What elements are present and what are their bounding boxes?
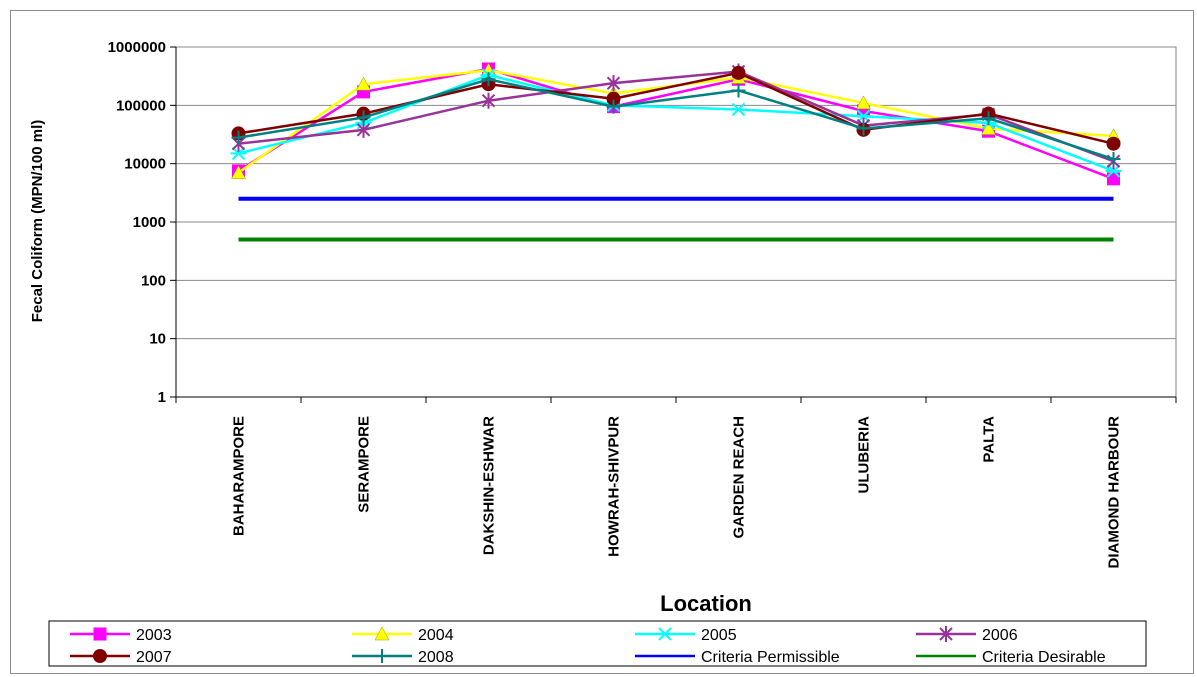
series-line — [238, 71, 1114, 145]
y-tick-label: 100000 — [116, 97, 166, 114]
y-axis-title: Fecal Coliform (MPN/100 ml) — [29, 120, 46, 323]
data-point — [856, 95, 871, 110]
data-point — [981, 111, 996, 126]
data-point — [356, 121, 371, 138]
x-category-label: ULUBERIA — [856, 416, 873, 494]
data-point — [731, 65, 746, 80]
x-axis-title: Location — [660, 591, 752, 616]
legend-label: 2008 — [418, 649, 454, 666]
legend-label: 2004 — [418, 627, 454, 644]
legend-label: Criteria Permissible — [701, 649, 840, 666]
legend-item: 2006 — [916, 626, 1018, 644]
data-point — [374, 626, 390, 641]
series-line — [238, 77, 1114, 161]
series-line — [238, 73, 1114, 173]
x-axis-categories: BAHARAMPORE SERAMPORE DAKSHIN-ESHWAR HOWRAH… — [175, 397, 1177, 569]
y-tick-label: 100 — [141, 272, 166, 289]
legend-box — [48, 620, 1147, 667]
data-point — [481, 72, 496, 87]
data-point — [1107, 172, 1120, 186]
x-category-label: GARDEN REACH — [731, 416, 748, 539]
data-point — [230, 146, 247, 161]
data-point — [856, 121, 871, 136]
y-tick-label: 1 — [158, 389, 166, 406]
legend-item: 2007 — [70, 649, 172, 666]
legend-item: 2008 — [352, 649, 454, 666]
data-point — [606, 99, 621, 114]
x-category-label: DAKSHIN-ESHWAR — [481, 416, 498, 555]
legend-label: Criteria Desirable — [982, 649, 1106, 666]
legend-item: Criteria Permissible — [635, 649, 840, 666]
data-point — [1105, 164, 1122, 178]
data-point — [356, 110, 371, 125]
series-layer — [230, 62, 1122, 242]
data-point — [730, 102, 747, 117]
data-point — [731, 83, 746, 98]
legend-item: 2005 — [635, 627, 737, 644]
data-point — [1106, 136, 1121, 151]
data-point — [93, 649, 107, 663]
legend-item: Criteria Desirable — [916, 649, 1106, 666]
legend-label: 2007 — [136, 649, 172, 666]
data-point — [93, 627, 107, 641]
data-point — [231, 165, 246, 179]
legend-item: 2003 — [70, 627, 172, 644]
series-line — [237, 67, 1114, 180]
x-category-label: SERAMPORE — [356, 416, 373, 513]
y-tick-label: 1000 — [133, 214, 166, 231]
data-point — [356, 76, 371, 91]
series-2008 — [231, 72, 1121, 167]
x-category-label: HOWRAH-SHIVPUR — [606, 416, 623, 557]
x-category-label: BAHARAMPORE — [231, 416, 248, 536]
data-point — [939, 626, 953, 642]
data-point — [606, 75, 621, 92]
legend-label: 2005 — [701, 627, 737, 644]
legend-label: 2003 — [136, 627, 172, 644]
x-category-label: DIAMOND HARBOUR — [1106, 416, 1123, 569]
y-tick-label: 10000 — [124, 156, 166, 173]
data-point — [657, 627, 673, 641]
legend: 2003 2004 2005 2006 2007 2008 Criteria Permiss… — [48, 620, 1147, 667]
data-point — [231, 130, 246, 145]
y-tick-label: 1000000 — [108, 39, 166, 56]
data-point — [481, 92, 496, 109]
data-point — [981, 121, 996, 135]
y-tick-label: 10 — [149, 331, 166, 348]
legend-item: 2004 — [352, 626, 454, 644]
data-point — [375, 649, 389, 663]
data-point — [1106, 152, 1121, 167]
legend-label: 2006 — [982, 627, 1018, 644]
x-category-label: PALTA — [981, 416, 998, 463]
y-axis-ticks: 1 10 100 1000 10000 100000 1000000 — [108, 39, 176, 406]
